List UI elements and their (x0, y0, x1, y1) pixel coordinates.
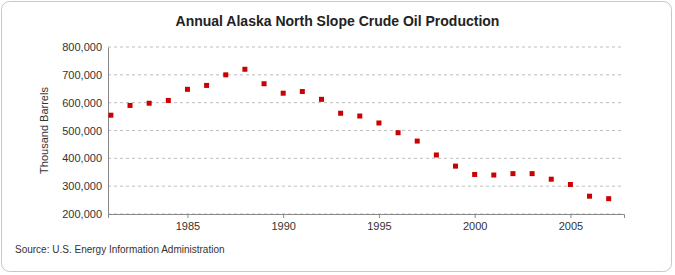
point (338, 111, 343, 116)
point (242, 67, 247, 72)
point (491, 173, 496, 178)
grid-line (108, 102, 624, 103)
grid-line (108, 158, 624, 159)
source: Source: U.S. Energy Information Administ… (15, 244, 225, 255)
point (434, 152, 439, 157)
x-tick: 2005 (559, 214, 583, 232)
x-axis-line (109, 215, 625, 219)
grid-line (108, 47, 624, 48)
x-tick-mark (283, 214, 284, 218)
y-axis: 200,000 300,000 400,000 500,000 600,000 700,0… (62, 41, 108, 220)
x-axis: 1985 1990 1995 2000 2005 (109, 214, 625, 232)
point (204, 83, 209, 88)
grid-line (108, 130, 624, 131)
y-tick-label: 700,000 (62, 69, 102, 81)
point (396, 130, 401, 135)
point (108, 113, 113, 118)
y-tick-label: 800,000 (62, 41, 102, 53)
y-tick-label: 500,000 (62, 125, 102, 137)
y-tick-label: 600,000 (62, 97, 102, 109)
x-tick: 1995 (367, 214, 391, 232)
point (376, 120, 381, 125)
points (108, 67, 611, 201)
point (185, 87, 190, 92)
y-tick-label: 300,000 (62, 180, 102, 192)
grid-line (108, 186, 624, 187)
x-tick: 2000 (463, 214, 487, 232)
y-tick-label: 400,000 (62, 152, 102, 164)
y-tick: 700,000 (62, 69, 108, 81)
point (606, 196, 611, 201)
frame (2, 2, 672, 272)
x-tick: 1985 (176, 214, 200, 232)
point (530, 171, 535, 176)
point (147, 101, 152, 106)
y-tick: 200,000 (62, 208, 108, 220)
point (166, 98, 171, 103)
point (357, 114, 362, 119)
x-tick-label: 2000 (463, 220, 487, 232)
y-axis-title: Thousand Barrels (38, 87, 50, 174)
y-tick-label: 200,000 (62, 208, 102, 220)
x-tick-mark (475, 214, 476, 218)
point (453, 164, 458, 169)
x-tick-mark (379, 214, 380, 218)
x-tick-mark (570, 214, 571, 218)
point (510, 171, 515, 176)
point (568, 182, 573, 187)
y-tick: 500,000 (62, 125, 108, 137)
grid-line (108, 74, 624, 75)
y-tick: 600,000 (62, 97, 108, 109)
y-tick: 400,000 (62, 152, 108, 164)
point (281, 91, 286, 96)
x-tick-label: 1995 (367, 220, 391, 232)
point (472, 172, 477, 177)
x-tick-label: 1985 (176, 220, 200, 232)
point (587, 194, 592, 199)
x-tick-mark (187, 214, 188, 218)
point (223, 72, 228, 77)
point (319, 97, 324, 102)
grid (108, 47, 624, 214)
x-tick-label: 2005 (559, 220, 583, 232)
title: Annual Alaska North Slope Crude Oil Prod… (176, 13, 500, 29)
point (300, 89, 305, 94)
y-tick: 800,000 (62, 41, 108, 53)
chart: 200,000 300,000 400,000 500,000 600,000 700,0… (0, 0, 675, 275)
point (128, 103, 133, 108)
x-tick: 1990 (271, 214, 295, 232)
point (549, 177, 554, 182)
point (262, 81, 267, 86)
x-tick-label: 1990 (271, 220, 295, 232)
y-axis-line (108, 48, 109, 215)
y-tick: 300,000 (62, 180, 108, 192)
point (415, 139, 420, 144)
